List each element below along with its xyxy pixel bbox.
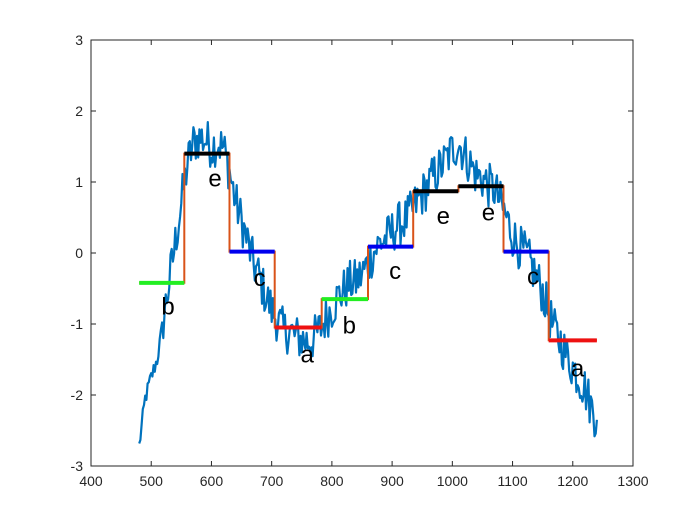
segment-label: a [301, 342, 315, 369]
x-tick-label: 700 [260, 473, 284, 489]
x-tick-label: 1300 [617, 473, 648, 489]
y-tick-label: -3 [71, 458, 84, 474]
data-layer [138, 121, 598, 444]
y-tick-label: 3 [75, 32, 83, 48]
y-tick-label: 0 [75, 245, 83, 261]
segment-label: e [208, 165, 221, 192]
x-tick-label: 600 [200, 473, 224, 489]
segment-label: b [161, 293, 174, 320]
x-tick-label: 500 [140, 473, 164, 489]
step-line [139, 152, 597, 342]
y-tick-label: 1 [75, 174, 83, 190]
y-tick-label: 2 [75, 103, 83, 119]
segment-label: e [437, 203, 450, 230]
x-tick-label: 1200 [557, 473, 588, 489]
y-tick-label: -2 [71, 387, 84, 403]
x-tick-label: 1000 [437, 473, 468, 489]
x-tick-label: 900 [380, 473, 404, 489]
x-tick-label: 800 [320, 473, 344, 489]
segments-layer [139, 151, 597, 343]
x-tick-label: 400 [79, 473, 103, 489]
segment-label: e [482, 200, 495, 227]
segment-label: b [343, 312, 356, 339]
segment-label: a [571, 356, 585, 383]
segment-label: c [527, 263, 539, 290]
plot-frame [90, 39, 634, 467]
segment-label: c [389, 258, 401, 285]
axis-ticks: 400 500 600 700 800 900 1000 1100 1200 1300 -3 -2 -1… [71, 32, 649, 489]
y-tick-label: -1 [71, 316, 84, 332]
segment-labels-layer: b e c a b c e e c a [161, 165, 585, 382]
x-tick-label: 1100 [498, 473, 528, 489]
segment-label: c [254, 265, 266, 292]
